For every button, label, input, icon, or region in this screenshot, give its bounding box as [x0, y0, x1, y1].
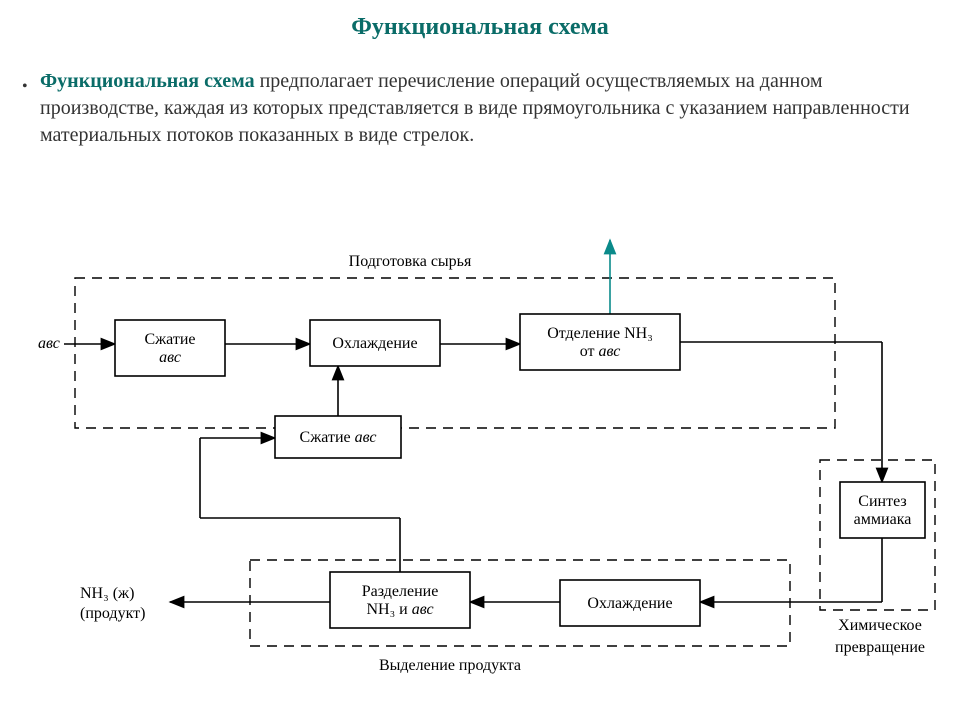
- node-label: Синтез: [858, 493, 906, 510]
- node-n_sep_nh3: [520, 314, 680, 370]
- group-label: Подготовка сырья: [349, 253, 472, 270]
- node-label: Охлаждение: [587, 595, 672, 612]
- io-label: NH₃ (ж): [80, 585, 134, 602]
- flowchart-diagram: Подготовка сырья Химическое превращение Выд…: [20, 230, 940, 700]
- node-label: NH₃ и авс: [366, 601, 433, 618]
- node-label: Охлаждение: [332, 335, 417, 352]
- node-label: Сжатие авс: [300, 429, 377, 446]
- io-label: (продукт): [80, 605, 145, 622]
- node-label: Разделение: [362, 583, 439, 600]
- io-label: авс: [38, 335, 60, 352]
- description-text: Функциональная схема предполагает перечи…: [40, 68, 920, 149]
- node-label: авс: [159, 349, 181, 366]
- group-label: Выделение продукта: [379, 657, 521, 674]
- node-label: от авс: [580, 343, 621, 360]
- node-n_synth: [840, 482, 925, 538]
- node-label: Отделение NH₃: [547, 325, 653, 342]
- node-n_split: [330, 572, 470, 628]
- node-label: аммиака: [854, 511, 912, 528]
- bullet-dot: •: [22, 78, 28, 96]
- group-label: превращение: [835, 639, 925, 656]
- node-n_compress: [115, 320, 225, 376]
- node-label: Сжатие: [144, 331, 195, 348]
- description-lead: Функциональная схема: [40, 70, 255, 92]
- page-title: Функциональная схема: [0, 14, 960, 41]
- group-label: Химическое: [838, 617, 922, 634]
